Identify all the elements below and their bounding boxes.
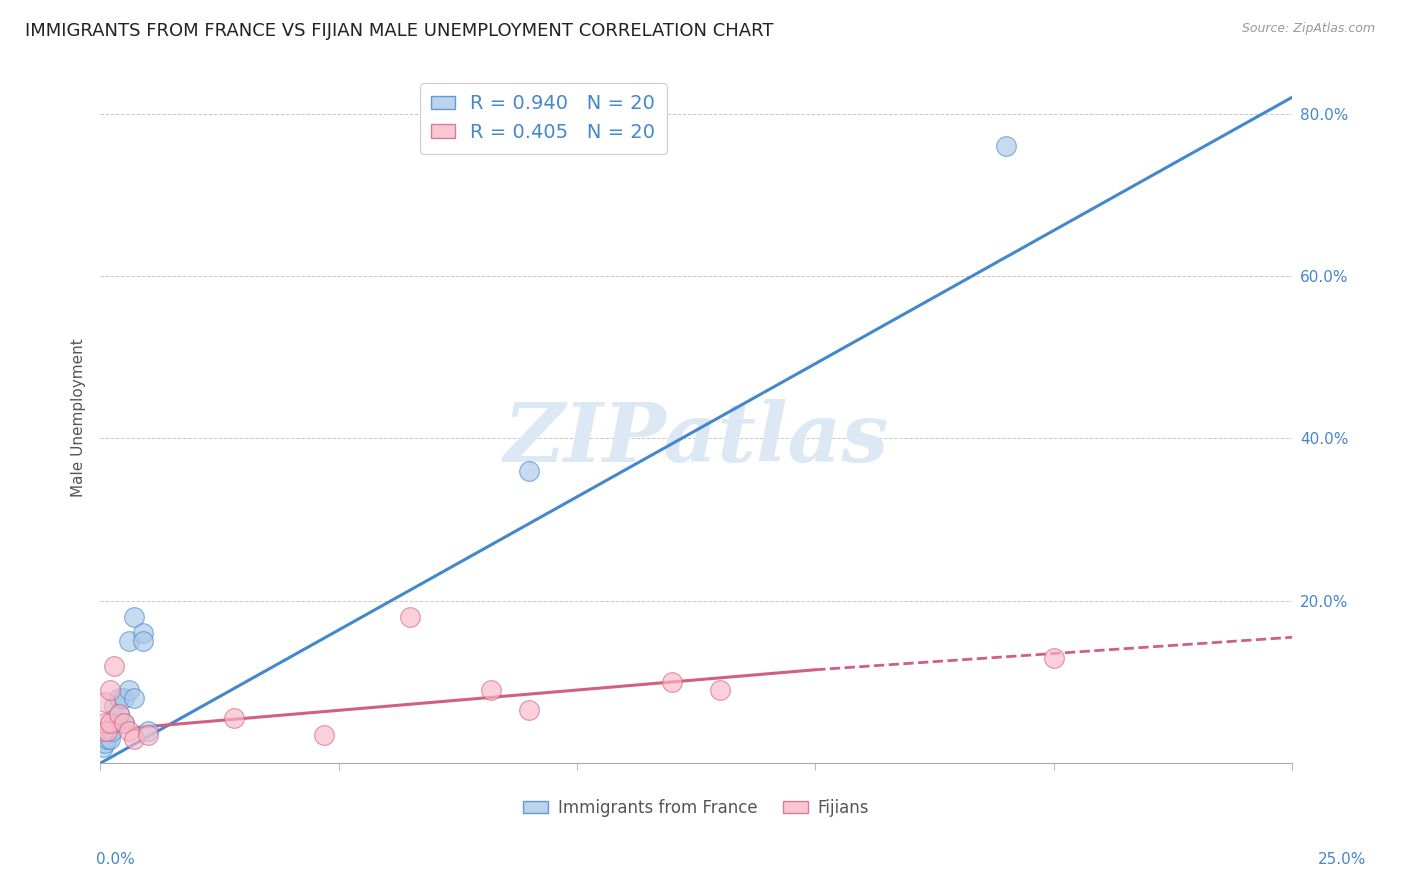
Point xyxy=(108,691,131,706)
Text: 25.0%: 25.0% xyxy=(1319,852,1367,867)
Text: ZIPatlas: ZIPatlas xyxy=(503,399,889,479)
Point xyxy=(132,634,155,648)
Point xyxy=(1042,650,1064,665)
Point xyxy=(118,723,141,738)
Point xyxy=(108,707,131,722)
Point xyxy=(101,723,124,738)
Point xyxy=(91,723,114,738)
Point xyxy=(96,731,118,746)
Text: Source: ZipAtlas.com: Source: ZipAtlas.com xyxy=(1241,22,1375,36)
Y-axis label: Male Unemployment: Male Unemployment xyxy=(72,339,86,498)
Point xyxy=(122,731,145,746)
Point xyxy=(661,675,683,690)
Text: IMMIGRANTS FROM FRANCE VS FIJIAN MALE UNEMPLOYMENT CORRELATION CHART: IMMIGRANTS FROM FRANCE VS FIJIAN MALE UN… xyxy=(25,22,773,40)
Point xyxy=(94,736,117,750)
Point xyxy=(103,715,125,730)
Point xyxy=(98,731,121,746)
Point xyxy=(118,683,141,698)
Point xyxy=(94,715,117,730)
Point xyxy=(98,715,121,730)
Point xyxy=(709,683,731,698)
Point xyxy=(103,699,125,714)
Point xyxy=(479,683,502,698)
Point xyxy=(112,715,135,730)
Point xyxy=(132,626,155,640)
Point xyxy=(517,464,540,478)
Point xyxy=(122,610,145,624)
Point xyxy=(517,703,540,717)
Point xyxy=(122,691,145,706)
Point xyxy=(94,695,117,709)
Point xyxy=(96,723,118,738)
Point xyxy=(118,634,141,648)
Point xyxy=(98,683,121,698)
Legend: Immigrants from France, Fijians: Immigrants from France, Fijians xyxy=(516,792,876,824)
Point xyxy=(136,723,159,738)
Point xyxy=(314,728,336,742)
Point xyxy=(108,707,131,722)
Point xyxy=(103,658,125,673)
Text: 0.0%: 0.0% xyxy=(96,852,135,867)
Point xyxy=(994,139,1017,153)
Point xyxy=(222,711,245,725)
Point xyxy=(91,739,114,754)
Point xyxy=(136,728,159,742)
Point xyxy=(112,715,135,730)
Point xyxy=(112,691,135,706)
Point xyxy=(399,610,422,624)
